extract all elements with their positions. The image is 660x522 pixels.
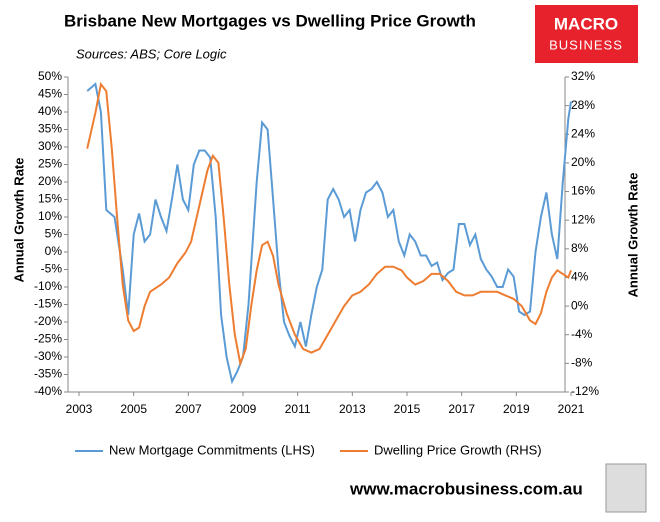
y-tick-label: 20% <box>38 174 62 188</box>
y2-tick-label: -4% <box>571 327 593 341</box>
series-line <box>86 81 572 368</box>
y-tick-label: -25% <box>34 332 62 346</box>
x-tick-label: 2011 <box>285 402 311 416</box>
x-tick-label: 2007 <box>175 402 202 416</box>
x-tick-label: 2017 <box>448 402 475 416</box>
legend-label: New Mortgage Commitments (LHS) <box>109 442 315 457</box>
chart-title: Brisbane New Mortgages vs Dwelling Price… <box>64 11 476 30</box>
y2-tick-label: 16% <box>571 184 595 198</box>
x-tick-label: 2013 <box>339 402 366 416</box>
x-tick-label: 2003 <box>66 402 93 416</box>
legend-label: Dwelling Price Growth (RHS) <box>374 442 542 457</box>
y2-tick-label: 4% <box>571 270 589 284</box>
logo-box <box>535 5 638 63</box>
y-tick-label: -15% <box>34 297 62 311</box>
y2-tick-label: 28% <box>571 98 595 112</box>
y-tick-label: -30% <box>34 349 62 363</box>
y-tick-label: 0% <box>45 244 63 258</box>
y-tick-label: -40% <box>34 384 62 398</box>
y2-tick-label: 12% <box>571 212 595 226</box>
y-tick-label: 45% <box>38 87 62 101</box>
y-tick-label: -10% <box>34 279 62 293</box>
y-tick-label: 15% <box>38 192 62 206</box>
x-tick-label: 2021 <box>558 402 585 416</box>
x-tick-label: 2005 <box>120 402 147 416</box>
y2-tick-label: 20% <box>571 155 595 169</box>
y2-tick-label: 24% <box>571 126 595 140</box>
y2-tick-label: -12% <box>571 384 599 398</box>
y-axis-title: Annual Growth Rate <box>11 158 26 283</box>
y2-axis-title: Annual Growth Rate <box>625 173 640 298</box>
y2-tick-label: 32% <box>571 69 595 83</box>
y-tick-label: 5% <box>45 227 63 241</box>
logo-text: MACRO <box>554 14 618 33</box>
y2-tick-label: -8% <box>571 356 593 370</box>
y-tick-label: 30% <box>38 139 62 153</box>
x-tick-label: 2019 <box>503 402 530 416</box>
y2-tick-label: 8% <box>571 241 589 255</box>
y-tick-label: 40% <box>38 104 62 118</box>
y-tick-label: 50% <box>38 69 62 83</box>
y2-tick-label: 0% <box>571 298 589 312</box>
y-tick-label: 10% <box>38 209 62 223</box>
x-tick-label: 2009 <box>230 402 257 416</box>
wolf-icon <box>605 463 647 513</box>
footer: www.macrobusiness.com.au <box>349 479 583 498</box>
y-tick-label: 25% <box>38 157 62 171</box>
logo-text: BUSINESS <box>549 37 623 52</box>
y-tick-label: -35% <box>34 367 62 381</box>
y-tick-label: 35% <box>38 122 62 136</box>
y-tick-label: -20% <box>34 314 62 328</box>
x-tick-label: 2015 <box>394 402 421 416</box>
chart-subtitle: Sources: ABS; Core Logic <box>76 46 227 61</box>
y-tick-label: -5% <box>41 262 63 276</box>
series-line <box>86 82 572 385</box>
